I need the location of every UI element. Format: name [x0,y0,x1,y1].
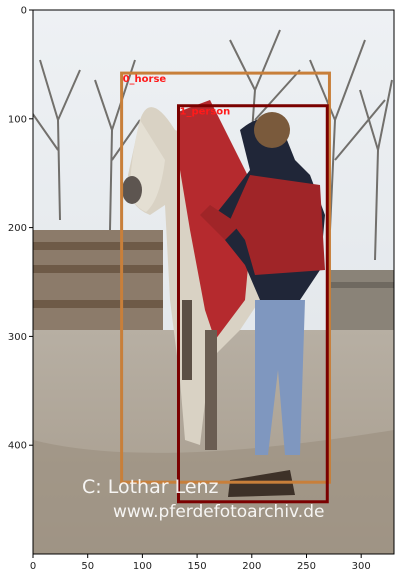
watermark-url: www.pferdefotoarchiv.de [113,502,324,522]
x-axis: 0 50 100 150 200 250 300 [30,554,371,572]
y-tick-label: 400 [8,441,27,452]
bbox-label: 1_person [179,107,230,118]
x-tick-label: 300 [352,561,371,572]
photo [30,10,394,554]
y-tick-label: 0 [21,6,27,17]
y-tick-label: 200 [8,223,27,234]
watermark-credit: C: Lothar Lenz [82,476,219,498]
x-tick-label: 100 [133,561,152,572]
x-tick-label: 0 [30,561,36,572]
x-tick-label: 200 [242,561,261,572]
x-tick-label: 50 [81,561,94,572]
x-tick-label: 250 [297,561,316,572]
bbox-label: 0_horse [123,74,167,85]
x-tick-label: 150 [188,561,207,572]
y-tick-label: 100 [8,114,27,125]
y-tick-label: 300 [8,332,27,343]
y-axis: 0 100 200 300 400 [8,6,33,452]
